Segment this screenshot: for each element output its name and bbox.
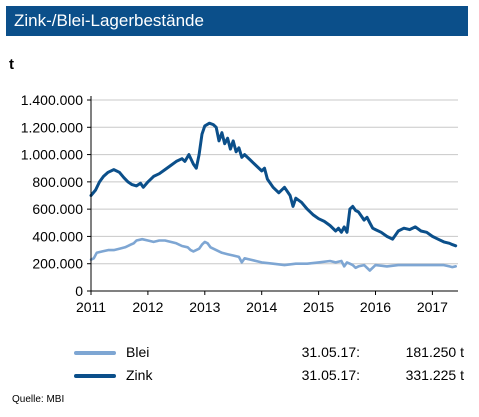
- series-lines: [89, 121, 458, 272]
- y-tick-label: 1.400.000: [21, 92, 83, 108]
- y-tick-label: 400.000: [32, 228, 83, 244]
- x-tick-label: 2011: [76, 299, 106, 315]
- legend-value-zink: 331.225 t: [405, 367, 464, 383]
- x-tick-label: 2014: [246, 299, 277, 315]
- y-tick-label: 0: [75, 283, 83, 299]
- chart-title: Zink-/Blei-Lagerbestände: [14, 11, 204, 30]
- legend-label-zink: Zink: [126, 367, 153, 383]
- y-tick-label: 600.000: [32, 201, 83, 217]
- x-tick-labels: 2011 2012 2013 2014 2015 2016 2017: [76, 299, 448, 315]
- y-tick-label: 200.000: [32, 256, 83, 272]
- source-note: Quelle: MBI: [12, 394, 65, 405]
- legend-date-blei: 31.05.17:: [301, 344, 360, 360]
- y-tick-label: 1.200.000: [21, 119, 83, 135]
- legend-swatch-zink: [74, 374, 116, 378]
- chart-title-bar: Zink-/Blei-Lagerbestände: [6, 6, 468, 36]
- legend-item-zink: Zink 31.05.17: 331.225 t: [74, 366, 464, 386]
- legend-swatch-blei: [74, 351, 116, 355]
- axes: [87, 96, 458, 295]
- x-tick-label: 2013: [189, 299, 220, 315]
- x-tick-label: 2017: [417, 299, 448, 315]
- y-tick-label: 1.000.000: [21, 147, 83, 163]
- legend-item-blei: Blei 31.05.17: 181.250 t: [74, 343, 464, 363]
- x-tick-label: 2015: [303, 299, 334, 315]
- y-tick-labels: 0 200.000 400.000 600.000 800.000 1.000.000 1.…: [21, 92, 84, 299]
- y-axis-unit-label: t: [9, 56, 14, 73]
- legend-label-blei: Blei: [126, 344, 150, 360]
- x-tick-label: 2016: [360, 299, 391, 315]
- series-line-zink: [89, 121, 458, 248]
- legend-date-zink: 31.05.17:: [301, 367, 360, 383]
- y-tick-label: 800.000: [32, 174, 83, 190]
- x-tick-label: 2012: [132, 299, 163, 315]
- series-line-blei: [89, 237, 458, 272]
- legend-value-blei: 181.250 t: [405, 344, 464, 360]
